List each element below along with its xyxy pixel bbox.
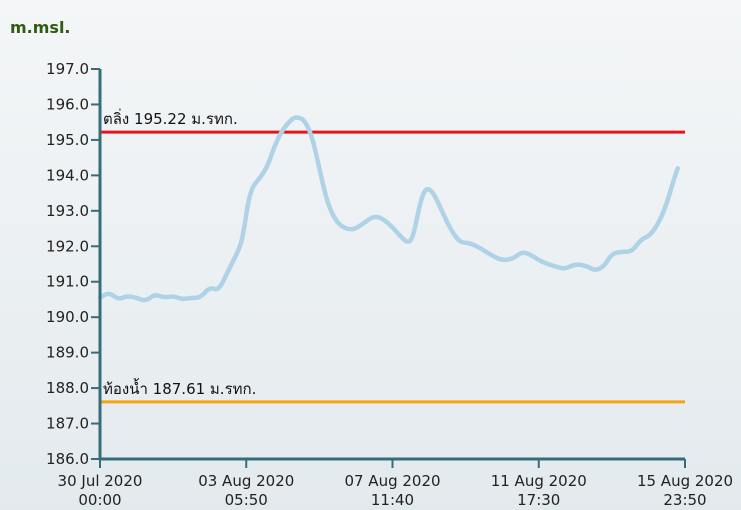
y-tick-label: 195.0 xyxy=(46,131,89,149)
y-tick-label: 188.0 xyxy=(46,379,89,397)
y-tick-label: 193.0 xyxy=(46,202,89,220)
x-tick-label-time: 00:00 xyxy=(78,491,121,509)
reference-line-label: ตลิ่ง 195.22 ม.รทก. xyxy=(103,108,238,128)
x-tick-label-date: 30 Jul 2020 xyxy=(58,472,143,490)
y-tick-label: 196.0 xyxy=(46,95,89,113)
y-tick-label: 186.0 xyxy=(46,450,89,468)
x-tick-label-time: 11:40 xyxy=(371,491,414,509)
x-tick-label-date: 11 Aug 2020 xyxy=(491,472,587,490)
y-tick-label: 190.0 xyxy=(46,308,89,326)
y-tick-label: 187.0 xyxy=(46,415,89,433)
reference-lines: ตลิ่ง 195.22 ม.รทก. ท้องน้ำ 187.61 ม.รทก. xyxy=(100,108,685,404)
y-axis-unit-label: m.msl. xyxy=(10,18,71,37)
y-tick-label: 194.0 xyxy=(46,166,89,184)
x-tick-label-date: 15 Aug 2020 xyxy=(637,472,733,490)
y-tick-label: 189.0 xyxy=(46,344,89,362)
y-tick-label: 191.0 xyxy=(46,273,89,291)
x-tick-label-time: 17:30 xyxy=(517,491,560,509)
series-group xyxy=(97,115,680,303)
y-tick-label: 192.0 xyxy=(46,237,89,255)
x-tick-label-time: 23:50 xyxy=(663,491,706,509)
x-tick-label-time: 05:50 xyxy=(225,491,268,509)
water-level-series-line xyxy=(97,115,680,303)
reference-line-label: ท้องน้ำ 187.61 ม.รทก. xyxy=(103,378,256,398)
x-tick-label-date: 03 Aug 2020 xyxy=(198,472,294,490)
x-tick-label-date: 07 Aug 2020 xyxy=(344,472,440,490)
y-tick-label: 197.0 xyxy=(46,60,89,78)
y-axis-ticks: 197.0 196.0 195.0 194.0 193.0 192.0 191.0 190.0… xyxy=(46,60,100,468)
